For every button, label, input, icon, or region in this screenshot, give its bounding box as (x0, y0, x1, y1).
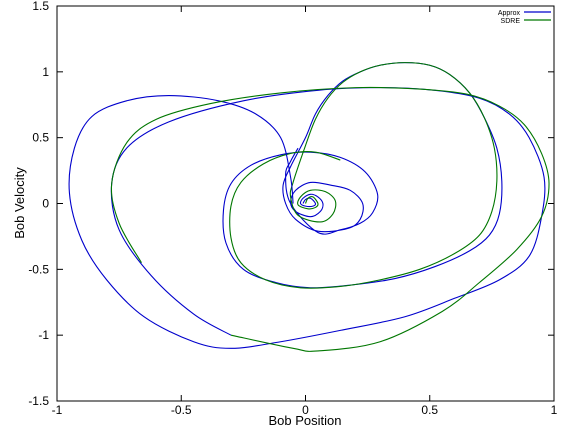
y-tick-label: 0 (42, 197, 49, 211)
series-layer (68, 62, 550, 352)
legend-label-approx: Approx (498, 10, 521, 17)
x-tick-label: 0.5 (421, 403, 438, 417)
x-tick-label: 0 (302, 403, 309, 417)
y-tick-label: 1.5 (32, 0, 49, 13)
legend-entry-sdre: SDRE (501, 18, 551, 25)
y-tick-label: -0.5 (28, 262, 49, 276)
y-tick-label: 0.5 (32, 131, 49, 145)
x-tick-label: -1 (52, 403, 63, 417)
legend: Approx SDRE (498, 10, 551, 25)
y-tick-label: -1 (38, 328, 49, 342)
plot-area: -1 -0.5 0 0.5 1-1.5-1-0.500.511.5 (28, 0, 557, 417)
series-line-sdre-3 (110, 86, 550, 352)
x-tick-label: -0.5 (171, 403, 192, 417)
legend-label-sdre: SDRE (501, 18, 521, 25)
series-line-approx-2 (68, 87, 546, 349)
y-tick-label: -1.5 (28, 394, 49, 408)
y-tick-label: 1 (42, 65, 49, 79)
legend-entry-approx: Approx (498, 10, 551, 17)
tick-layer: -1 -0.5 0 0.5 1-1.5-1-0.500.511.5 (28, 0, 557, 417)
x-axis-label: Bob Position (269, 413, 342, 428)
series-line-sdre-1 (229, 62, 498, 289)
x-tick-label: 1 (551, 403, 558, 417)
y-axis-label: Bob Velocity (12, 167, 27, 239)
